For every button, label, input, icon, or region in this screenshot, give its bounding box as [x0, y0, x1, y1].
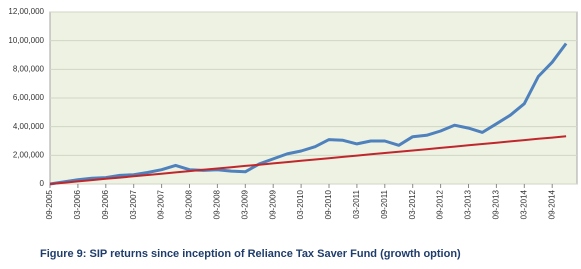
x-tick-label: 09-2009: [268, 189, 277, 219]
x-tick-label: 09-2012: [436, 189, 445, 219]
x-tick-label: 09-2010: [324, 189, 333, 219]
y-tick-label: 10,00,000: [8, 36, 44, 45]
y-tick-label: 2,00,000: [13, 150, 45, 159]
x-tick-label: 09-2007: [157, 189, 166, 219]
x-tick-label: 09-2005: [45, 189, 54, 219]
chart-caption: Figure 9: SIP returns since inception of…: [40, 248, 461, 260]
x-tick-label: 03-2009: [240, 189, 249, 219]
x-tick-label: 09-2008: [213, 189, 222, 219]
y-tick-label: 6,00,000: [13, 93, 45, 102]
x-tick-label: 03-2008: [185, 189, 194, 219]
series-line: [49, 135, 567, 185]
y-tick-label: 8,00,000: [13, 64, 45, 73]
x-tick-label: 09-2011: [380, 189, 389, 218]
x-tick-label: 03-2007: [129, 189, 138, 219]
x-tick-label: 03-2013: [464, 189, 473, 219]
x-tick-label: 03-2006: [73, 189, 82, 219]
y-tick-label: 0: [40, 179, 45, 188]
x-tick-label: 09-2006: [101, 189, 110, 219]
x-tick-label: 03-2010: [296, 189, 305, 219]
y-tick-label: 12,00,000: [8, 7, 44, 16]
x-tick-label: 03-2011: [352, 189, 361, 218]
x-tick-label: 09-2013: [492, 189, 501, 219]
series-line: [49, 42, 568, 186]
y-tick-label: 4,00,000: [13, 122, 45, 131]
x-tick-label: 09-2014: [547, 189, 556, 219]
x-tick-label: 03-2012: [408, 189, 417, 219]
x-tick-label: 03-2014: [519, 189, 528, 219]
